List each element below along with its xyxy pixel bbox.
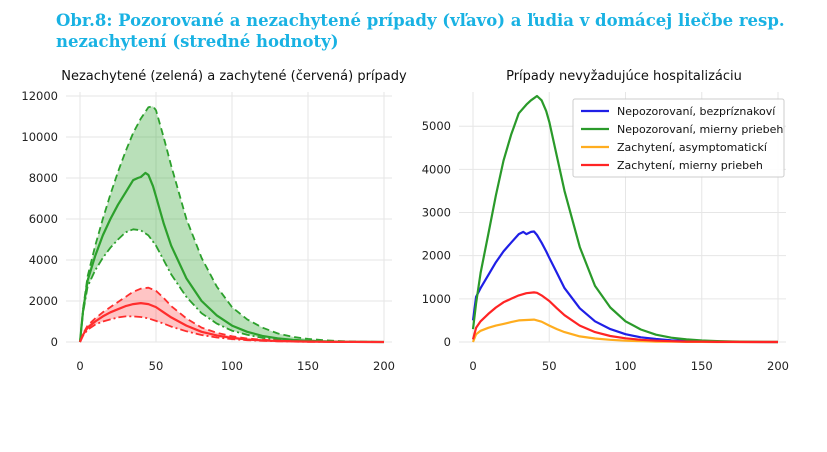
- left-chart-title: Nezachytené (zelená) a zachytené (červen…: [61, 69, 407, 84]
- left-x-axis: 0 50 100 150 200: [76, 92, 395, 373]
- right-series-3-line: [471, 291, 778, 344]
- figure-title: Obr.8: Pozorované a nezachytené prípady …: [56, 11, 785, 51]
- left-y-axis: 0 2000 4000 6000 8000 10000 12000: [21, 89, 392, 349]
- right-x-tick-label: 0: [469, 359, 476, 373]
- right-y-tick-label: 2000: [422, 249, 451, 263]
- right-x-tick-label: 150: [691, 359, 713, 373]
- left-y-tick-label: 4000: [29, 253, 58, 267]
- right-x-axis: 0 50 100 150 200: [469, 92, 789, 373]
- left-x-tick-label: 200: [373, 359, 395, 373]
- right-y-tick-label: 0: [444, 335, 451, 349]
- right-x-tick-label: 50: [542, 359, 557, 373]
- left-series-1-line: [79, 105, 385, 343]
- legend-entry: Nepozorovaní, bezpríznakoví: [617, 105, 776, 118]
- right-x-tick-label: 100: [615, 359, 637, 373]
- left-red-band: [80, 287, 384, 342]
- legend-entry: Zachytení, asymptomatickí: [617, 141, 768, 154]
- legend-entry: Zachytení, mierny priebeh: [617, 159, 763, 172]
- left-series-5-line: [79, 315, 384, 343]
- right-y-tick-label: 5000: [422, 119, 451, 133]
- right-y-tick-label: 1000: [422, 292, 451, 306]
- legend: Nepozorovaní, bezpríznakoví Nepozorovaní,…: [572, 98, 785, 178]
- left-x-tick-label: 50: [149, 359, 164, 373]
- left-y-tick-label: 8000: [29, 171, 58, 185]
- right-chart-title: Prípady nevyžadujúce hospitalizáciu: [506, 69, 742, 84]
- left-green-band: [80, 106, 384, 342]
- left-y-tick-label: 2000: [29, 294, 58, 308]
- legend-entry: Nepozorovaní, mierny priebeh: [617, 123, 783, 136]
- right-y-tick-label: 3000: [422, 206, 451, 220]
- left-y-tick-label: 12000: [21, 89, 58, 103]
- right-series-1-line: [471, 94, 779, 344]
- right-x-tick-label: 200: [767, 359, 789, 373]
- left-y-tick-label: 6000: [29, 212, 58, 226]
- left-series-3-line: [78, 302, 384, 344]
- left-y-tick-label: 10000: [21, 130, 58, 144]
- legend-box: [572, 98, 785, 178]
- left-x-tick-label: 150: [297, 359, 319, 373]
- left-y-tick-label: 0: [51, 335, 58, 349]
- left-x-tick-label: 0: [76, 359, 83, 373]
- right-y-tick-label: 4000: [422, 162, 451, 176]
- left-x-tick-label: 100: [221, 359, 243, 373]
